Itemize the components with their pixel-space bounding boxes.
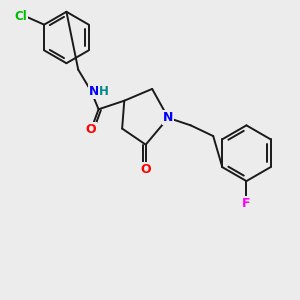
Text: N: N (163, 111, 173, 124)
Text: O: O (140, 163, 151, 176)
Text: O: O (86, 123, 96, 136)
Text: F: F (242, 197, 251, 210)
Text: Cl: Cl (14, 10, 27, 22)
Text: H: H (99, 85, 109, 98)
Text: N: N (89, 85, 100, 98)
